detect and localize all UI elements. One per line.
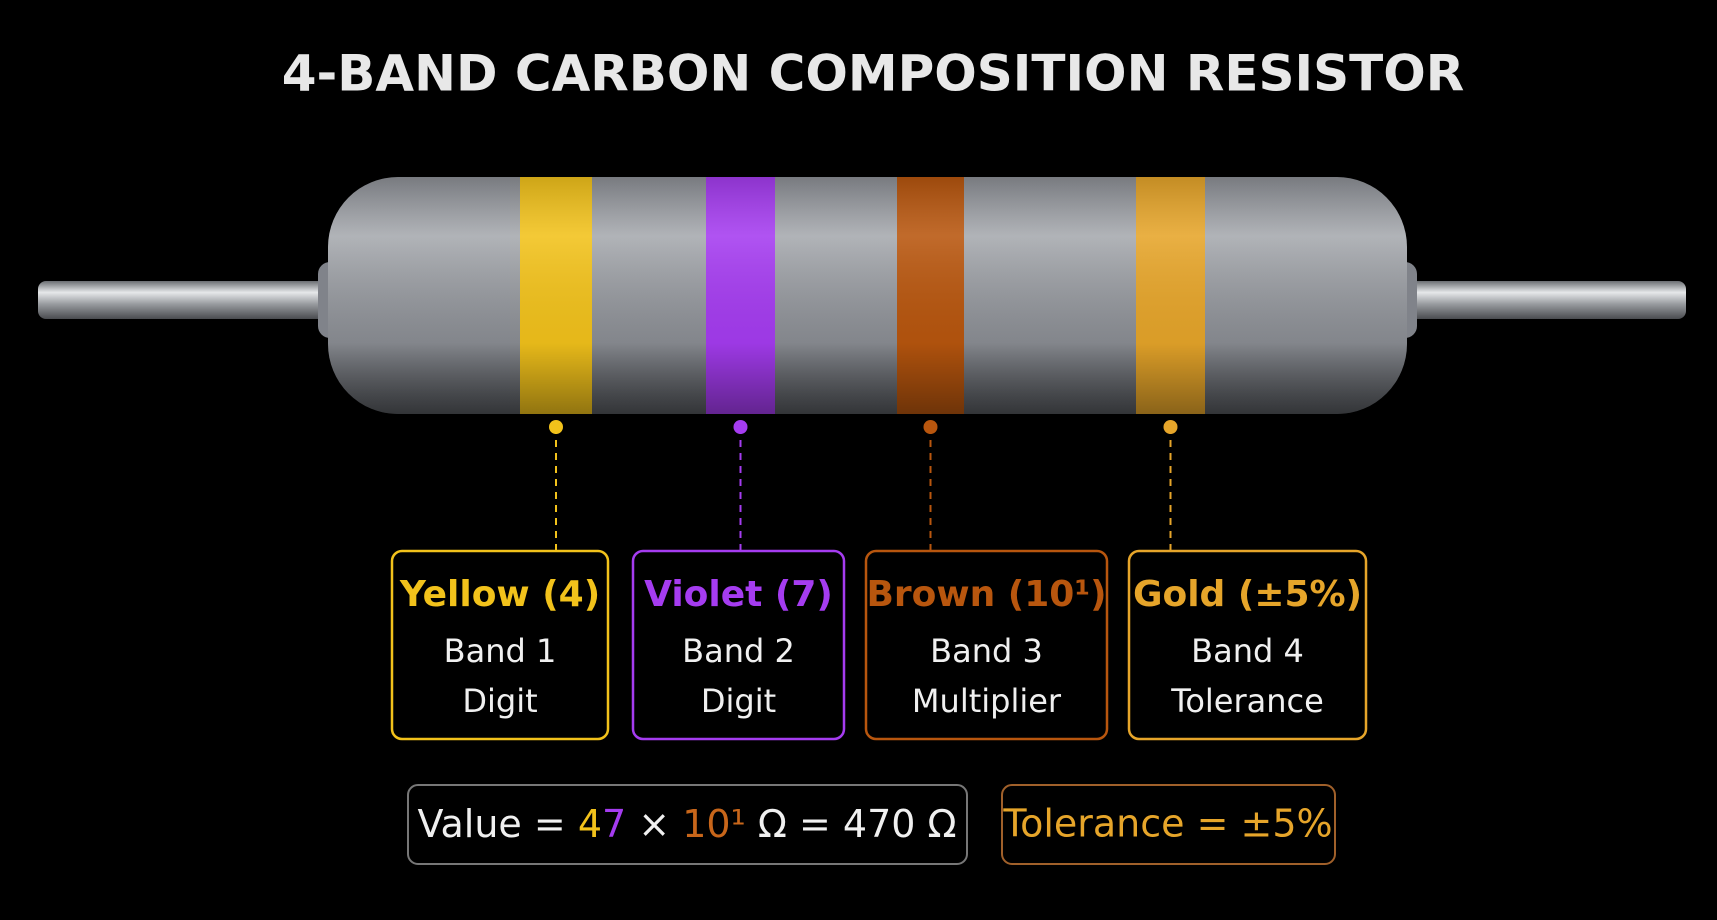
callouts: Yellow (4) Band 1 Digit Violet (7) Band 2 Dig… (390, 420, 1368, 741)
value-formula: Value = 47 × 10¹ Ω = 470 Ω (417, 802, 956, 846)
band-position: Band 3 (930, 632, 1043, 670)
band-position: Band 4 (1191, 632, 1304, 670)
band-position: Band 2 (682, 632, 795, 670)
band-role: Tolerance (1170, 682, 1324, 720)
value-box (407, 784, 968, 865)
band-position: Band 1 (444, 632, 557, 670)
formula-part: = (522, 802, 578, 846)
band-role: Digit (701, 682, 776, 720)
band-box (631, 549, 846, 741)
formula-part: Ω = 470 Ω (746, 802, 957, 846)
formula-part: 4 (578, 802, 602, 846)
formula-part: Value (417, 802, 521, 846)
band-label: Violet (7) (644, 574, 833, 615)
band-label: Brown (10¹) (866, 574, 1106, 615)
formula-part: × (626, 802, 682, 846)
body-shading (328, 177, 1407, 414)
tolerance-box (1001, 784, 1336, 865)
formula-part: 7 (602, 802, 626, 846)
band-role: Digit (462, 682, 537, 720)
band-box (390, 549, 610, 741)
lead-left (38, 281, 338, 319)
formula-part: 10¹ (682, 802, 746, 846)
band-box (1127, 549, 1368, 741)
tolerance-text: Tolerance = ±5% (1002, 802, 1332, 846)
band-role: Multiplier (912, 682, 1062, 720)
band-box (864, 549, 1109, 741)
band-label: Gold (±5%) (1133, 574, 1362, 615)
band-label: Yellow (4) (399, 574, 600, 615)
title: 4-BAND CARBON COMPOSITION RESISTOR (282, 45, 1464, 103)
lead-right (1397, 281, 1686, 319)
